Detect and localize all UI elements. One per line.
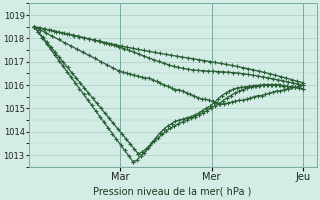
X-axis label: Pression niveau de la mer( hPa ): Pression niveau de la mer( hPa ) — [93, 187, 252, 197]
